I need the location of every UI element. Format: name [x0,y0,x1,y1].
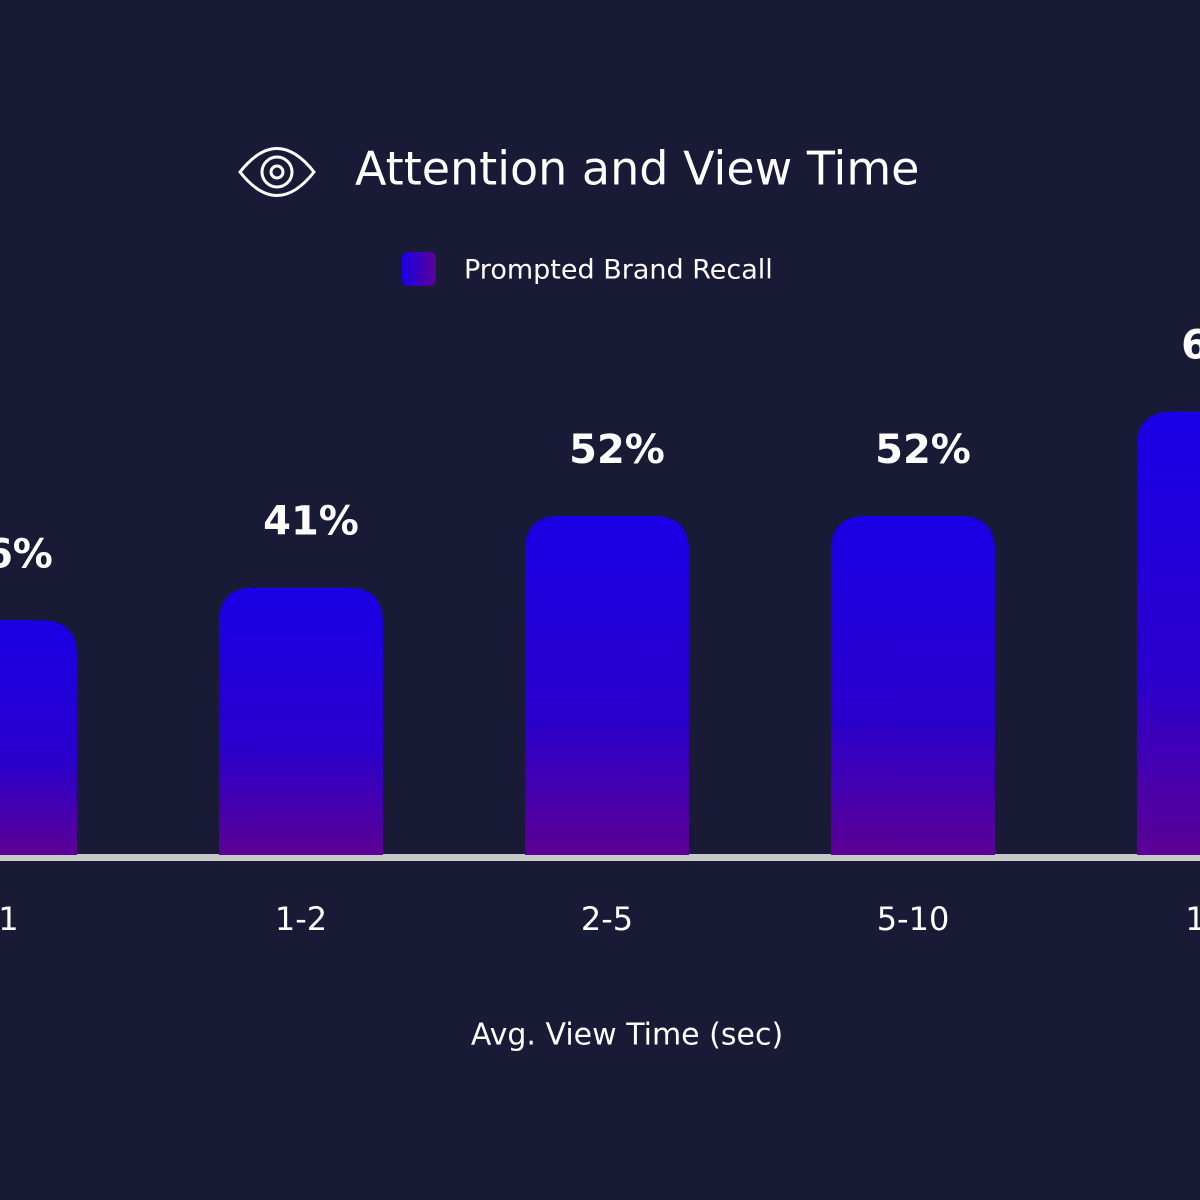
x-tick-label: 10+ [1185,900,1200,938]
bar [525,515,689,855]
chart-title: Attention and View Time [355,142,919,196]
legend-swatch [402,252,436,286]
x-tick-label: 2-5 [581,900,633,938]
legend-label: Prompted Brand Recall [464,255,773,286]
value-label: 52% [569,427,665,473]
value-label: 41% [263,499,359,545]
x-tick-label: <1 [0,900,19,938]
bar [831,515,995,855]
bar [0,620,77,855]
baseline [0,854,1200,861]
value-label: 36% [0,531,53,577]
eye-icon [238,147,316,197]
value-label: 52% [875,427,971,473]
x-axis-label: Avg. View Time (sec) [471,1018,783,1053]
value-label: 68% [1181,323,1200,369]
bar [1137,411,1200,855]
bar [219,587,383,855]
x-tick-label: 1-2 [275,900,327,938]
x-tick-label: 5-10 [877,900,950,938]
